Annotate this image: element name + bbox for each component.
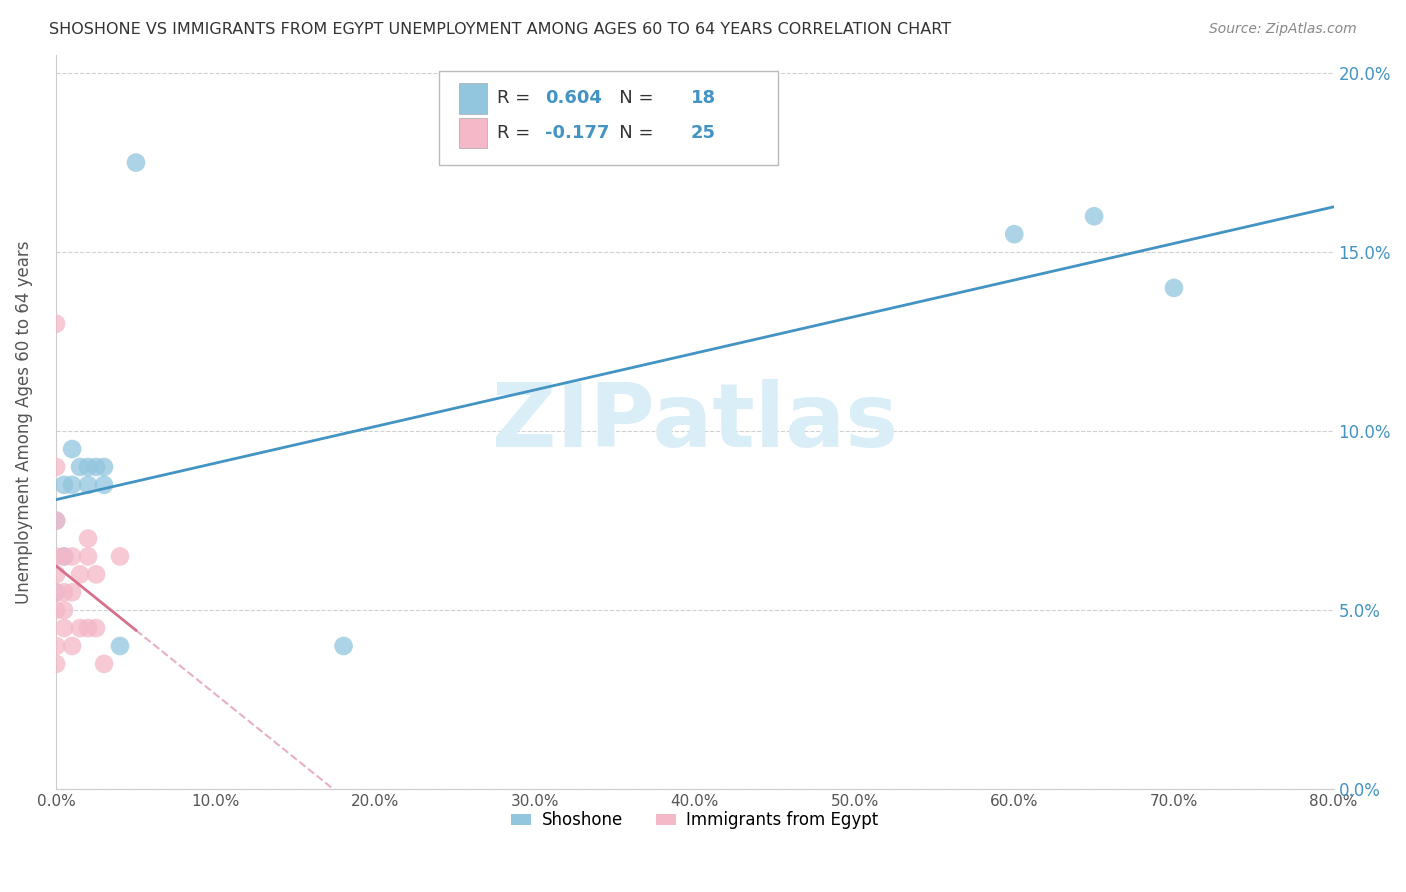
Point (45, 603, 67, 617)
Point (53, 621, 76, 635)
Point (125, 155, 148, 169)
FancyBboxPatch shape (440, 71, 778, 165)
Point (45, 549, 67, 564)
Point (77, 459, 100, 474)
Legend: Shoshone, Immigrants from Egypt: Shoshone, Immigrants from Egypt (505, 805, 884, 836)
Point (69, 621, 91, 635)
Point (45, 639, 67, 653)
Point (60, 549, 83, 564)
Point (84, 459, 107, 474)
Point (45, 459, 67, 474)
Point (45, 657, 67, 671)
Point (84, 621, 107, 635)
Point (60, 478, 83, 492)
Text: SHOSHONE VS IMMIGRANTS FROM EGYPT UNEMPLOYMENT AMONG AGES 60 TO 64 YEARS CORRELA: SHOSHONE VS IMMIGRANTS FROM EGYPT UNEMPL… (49, 22, 952, 37)
Text: -0.177: -0.177 (546, 124, 610, 142)
Y-axis label: Unemployment Among Ages 60 to 64 years: Unemployment Among Ages 60 to 64 years (15, 241, 32, 604)
Point (45, 514, 67, 528)
Text: N =: N = (602, 89, 659, 107)
Point (108, 549, 131, 564)
Text: R =: R = (496, 124, 536, 142)
Point (1163, 281, 1185, 295)
Point (77, 549, 100, 564)
Point (1002, 227, 1025, 242)
Point (1083, 209, 1105, 223)
Point (93, 478, 115, 492)
Point (84, 567, 107, 582)
Point (77, 621, 100, 635)
Point (332, 639, 354, 653)
Point (45, 585, 67, 599)
Text: 18: 18 (692, 89, 716, 107)
Point (93, 657, 115, 671)
Point (69, 567, 91, 582)
Point (53, 549, 76, 564)
Point (60, 585, 83, 599)
Point (45, 585, 67, 599)
Bar (458, 118, 486, 148)
Text: 25: 25 (692, 124, 716, 142)
Point (93, 459, 115, 474)
Point (60, 442, 83, 456)
Point (53, 478, 76, 492)
Point (53, 585, 76, 599)
Point (77, 532, 100, 546)
Bar (458, 83, 486, 114)
Point (45, 567, 67, 582)
Point (69, 459, 91, 474)
Point (108, 639, 131, 653)
Text: Source: ZipAtlas.com: Source: ZipAtlas.com (1209, 22, 1357, 37)
Point (45, 317, 67, 331)
Point (45, 514, 67, 528)
Point (77, 478, 100, 492)
Text: 0.604: 0.604 (546, 89, 602, 107)
Point (53, 603, 76, 617)
Text: N =: N = (602, 124, 659, 142)
Point (53, 549, 76, 564)
Text: R =: R = (496, 89, 536, 107)
Text: ZIPatlas: ZIPatlas (492, 379, 898, 466)
Point (60, 639, 83, 653)
